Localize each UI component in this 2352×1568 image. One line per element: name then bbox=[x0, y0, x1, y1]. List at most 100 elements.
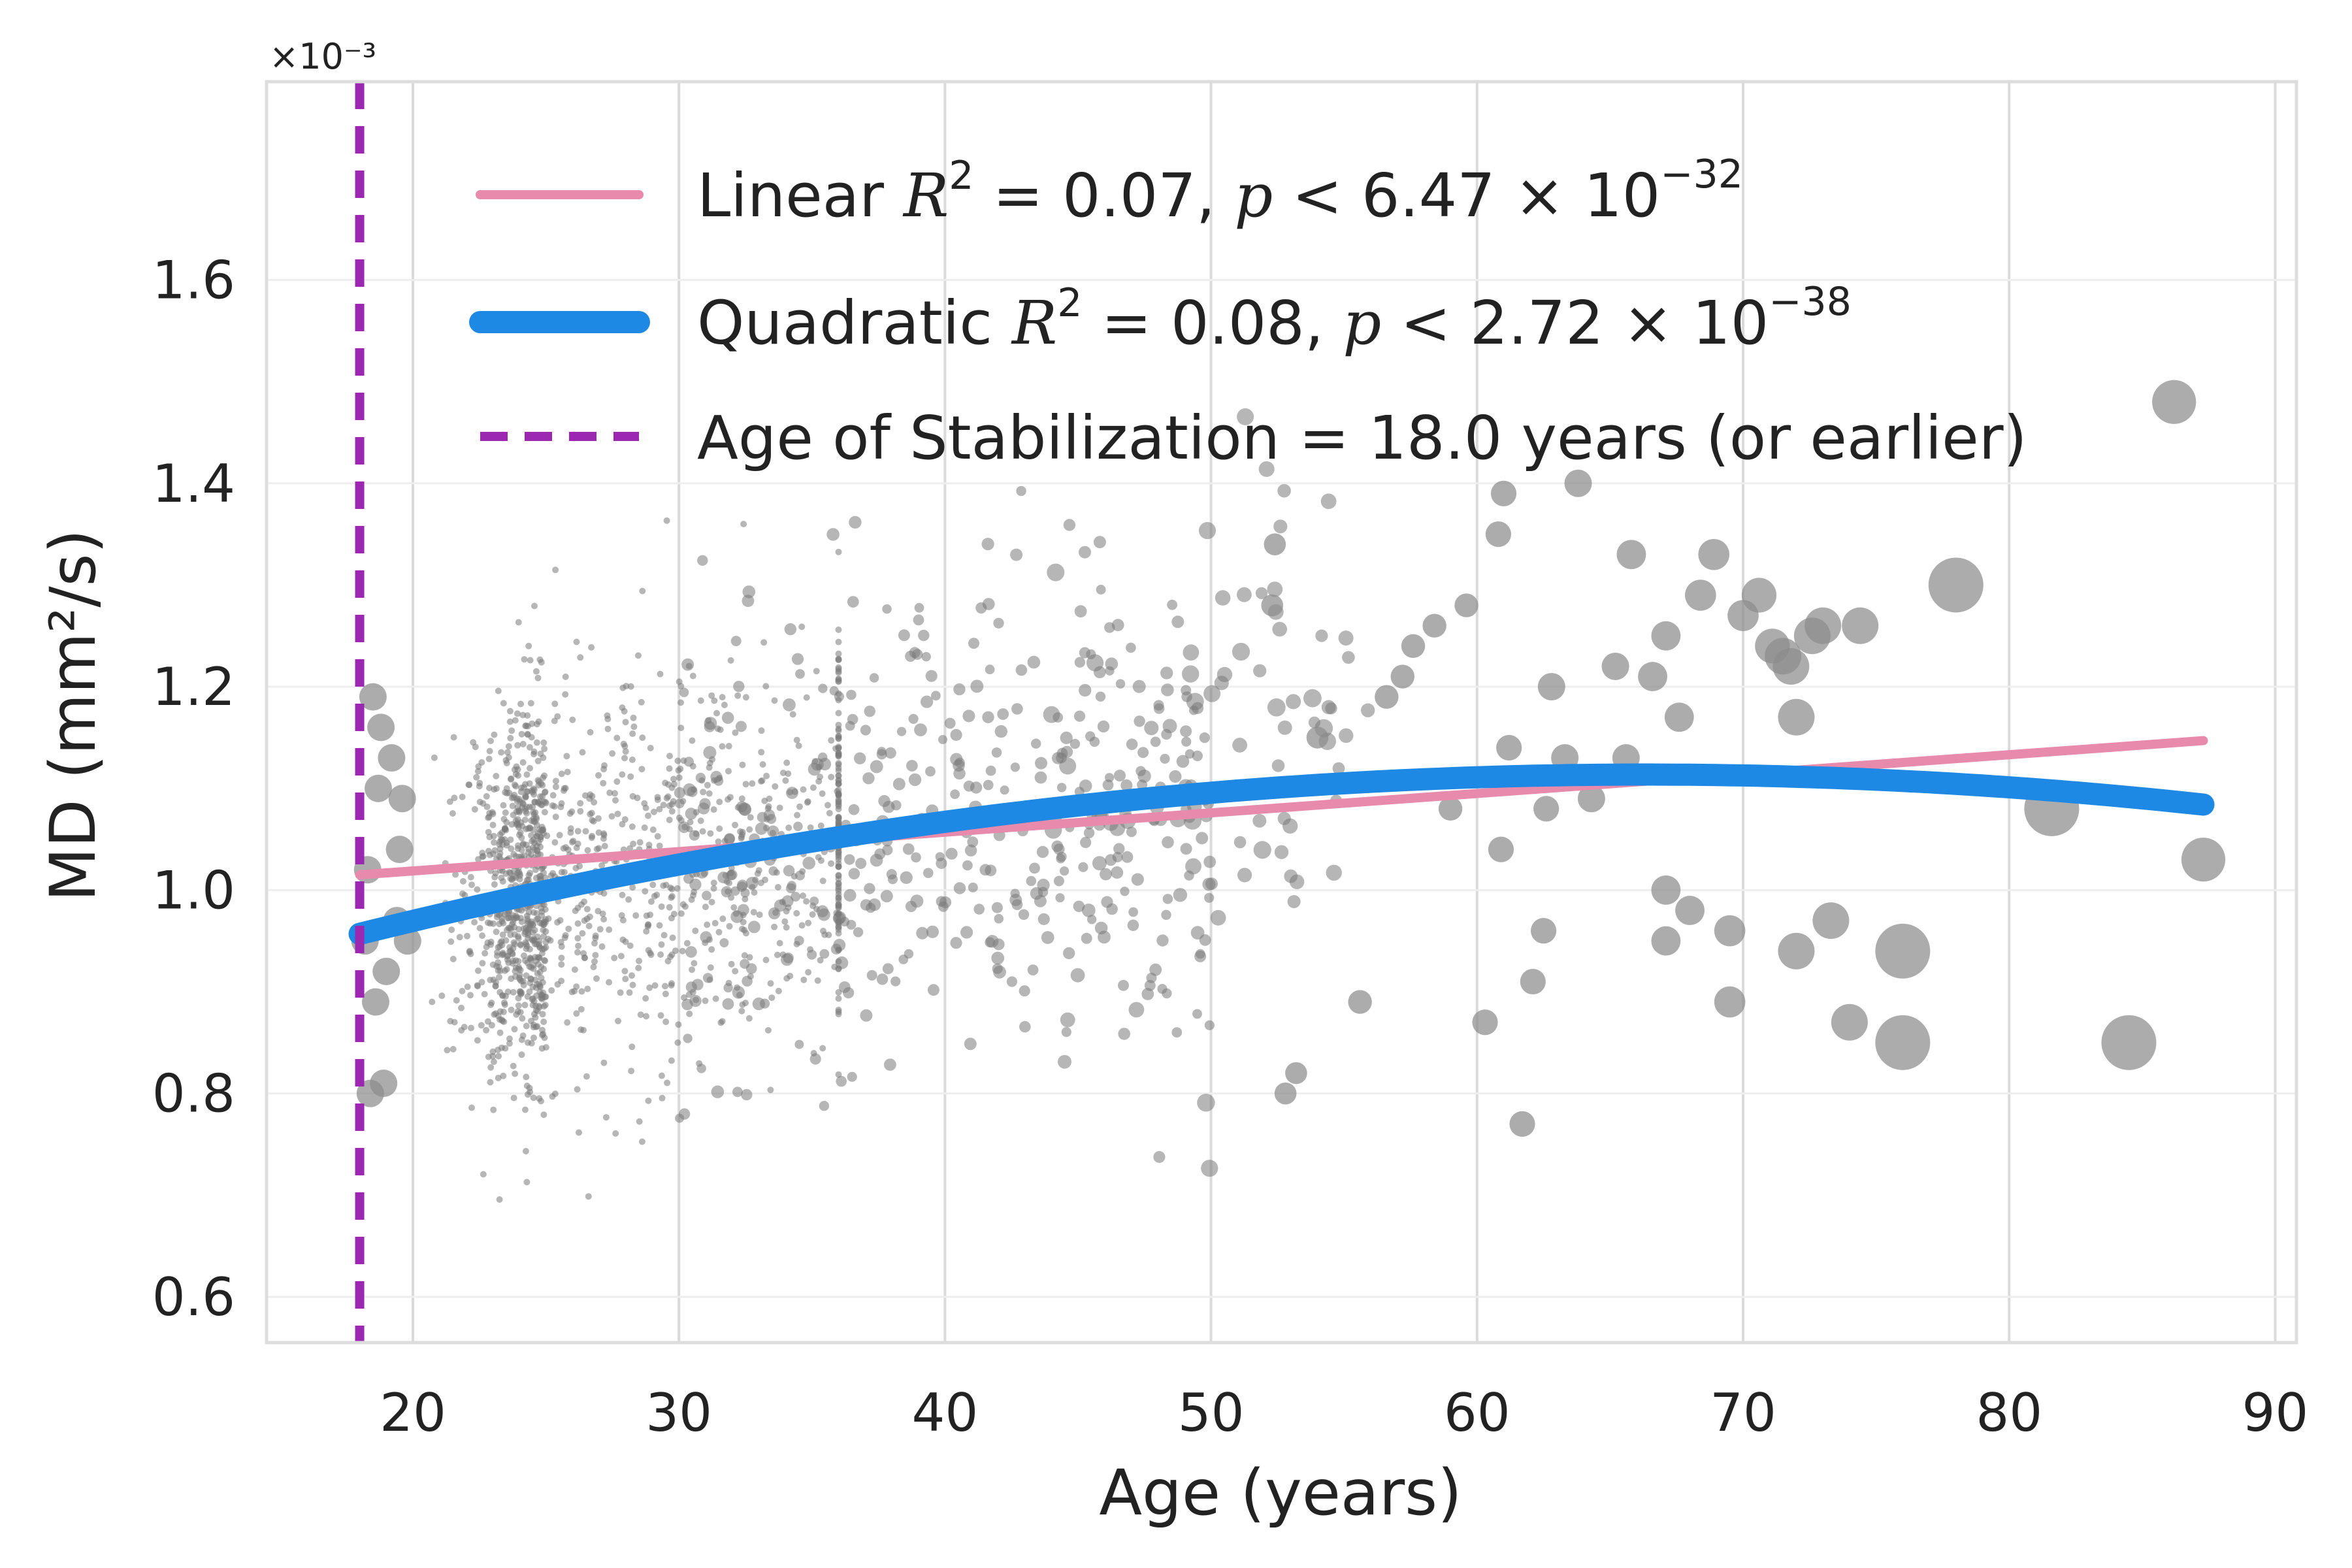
scatter-point bbox=[927, 984, 939, 996]
scatter-point bbox=[468, 881, 475, 889]
scatter-point bbox=[789, 711, 796, 718]
scatter-point bbox=[586, 913, 593, 921]
scatter-point-large bbox=[1274, 1082, 1297, 1105]
scatter-point bbox=[674, 757, 681, 764]
scatter-point bbox=[641, 824, 648, 831]
scatter-point bbox=[1137, 769, 1151, 783]
scatter-point-large bbox=[1772, 647, 1810, 685]
scatter-point bbox=[1127, 919, 1139, 932]
scatter-point bbox=[588, 834, 595, 841]
scatter-point bbox=[508, 975, 515, 982]
scatter-point bbox=[710, 885, 717, 892]
scatter-point bbox=[540, 1003, 547, 1010]
scatter-point-large bbox=[361, 988, 389, 1016]
scatter-point bbox=[711, 697, 718, 704]
scatter-point bbox=[453, 997, 460, 1004]
scatter-point bbox=[464, 932, 470, 939]
scatter-point-large bbox=[1812, 902, 1850, 939]
scatter-point bbox=[595, 845, 602, 852]
scatter-point bbox=[479, 932, 486, 939]
scatter-point bbox=[561, 785, 568, 792]
scatter-point bbox=[1192, 1009, 1202, 1019]
scatter-point bbox=[593, 975, 600, 982]
scatter-point bbox=[637, 1011, 644, 1019]
scatter-point bbox=[558, 800, 565, 807]
scatter-point bbox=[674, 787, 685, 798]
scatter-point bbox=[835, 650, 842, 657]
scatter-point-large bbox=[1261, 594, 1284, 617]
scatter-point bbox=[700, 789, 707, 796]
scatter-point bbox=[864, 883, 875, 894]
scatter-point bbox=[1287, 895, 1301, 908]
scatter-point bbox=[450, 734, 457, 741]
scatter-point bbox=[710, 806, 717, 813]
scatter-point bbox=[1000, 785, 1009, 795]
scatter-point-large bbox=[2152, 380, 2197, 424]
scatter-point bbox=[835, 787, 842, 794]
quadratic-fit-curve bbox=[348, 763, 2215, 945]
scatter-point bbox=[723, 983, 733, 993]
scatter-point bbox=[785, 770, 792, 777]
scatter-point bbox=[1059, 757, 1077, 775]
scatter-point bbox=[672, 947, 679, 955]
x-tick-label: 90 bbox=[2242, 1382, 2309, 1443]
scatter-point bbox=[577, 800, 584, 807]
scatter-point bbox=[826, 809, 833, 817]
scatter-point bbox=[793, 909, 800, 917]
scatter-point bbox=[558, 869, 565, 875]
scatter-point bbox=[512, 957, 519, 964]
scatter-point bbox=[583, 1073, 590, 1080]
scatter-point bbox=[892, 777, 906, 791]
scatter-point-large bbox=[1564, 469, 1592, 497]
scatter-point bbox=[860, 1009, 873, 1022]
scatter-point bbox=[835, 772, 842, 779]
scatter-point bbox=[732, 729, 739, 736]
scatter-point bbox=[483, 803, 491, 810]
scatter-point bbox=[584, 847, 591, 854]
scatter-point bbox=[668, 1057, 675, 1064]
scatter-point bbox=[692, 927, 699, 934]
scatter-point bbox=[591, 939, 598, 947]
scatter-point bbox=[1199, 732, 1210, 743]
scatter-point bbox=[1153, 700, 1164, 711]
scatter-point bbox=[551, 717, 558, 725]
scatter-point bbox=[596, 926, 604, 933]
scatter-point bbox=[1320, 493, 1337, 510]
scatter-point bbox=[819, 949, 830, 959]
scatter-point bbox=[456, 934, 463, 941]
scatter-point bbox=[647, 898, 655, 905]
scatter-point bbox=[1161, 683, 1174, 696]
scatter-point bbox=[468, 1104, 475, 1111]
scatter-point bbox=[723, 834, 735, 845]
scatter-point bbox=[487, 1064, 495, 1071]
scatter-point bbox=[702, 890, 711, 901]
scatter-point bbox=[740, 888, 750, 898]
scatter-point bbox=[913, 614, 924, 626]
scatter-point bbox=[787, 972, 794, 979]
scatter-point bbox=[950, 789, 960, 800]
scatter-point bbox=[809, 896, 819, 906]
scatter-point bbox=[509, 802, 516, 809]
scatter-point bbox=[495, 1053, 502, 1060]
scatter-point bbox=[552, 813, 559, 821]
scatter-point bbox=[663, 794, 670, 802]
scatter-point bbox=[606, 926, 613, 933]
x-tick-label: 80 bbox=[1976, 1382, 2042, 1443]
scatter-point bbox=[803, 694, 810, 701]
scatter-point-large bbox=[1485, 521, 1511, 547]
scatter-point bbox=[657, 1012, 664, 1019]
scatter-point bbox=[501, 1001, 508, 1008]
scatter-point bbox=[507, 931, 514, 938]
scatter-point bbox=[666, 817, 673, 823]
scatter-point bbox=[660, 802, 667, 809]
scatter-point bbox=[540, 1019, 547, 1025]
scatter-point bbox=[558, 977, 565, 985]
scatter-point bbox=[1086, 654, 1104, 672]
scatter-point bbox=[530, 1094, 537, 1102]
scatter-point bbox=[1060, 731, 1073, 744]
scatter-point bbox=[662, 990, 669, 998]
scatter-point bbox=[589, 792, 596, 800]
scatter-point bbox=[459, 890, 466, 897]
scatter-point bbox=[847, 1071, 857, 1082]
scatter-point bbox=[539, 781, 546, 789]
